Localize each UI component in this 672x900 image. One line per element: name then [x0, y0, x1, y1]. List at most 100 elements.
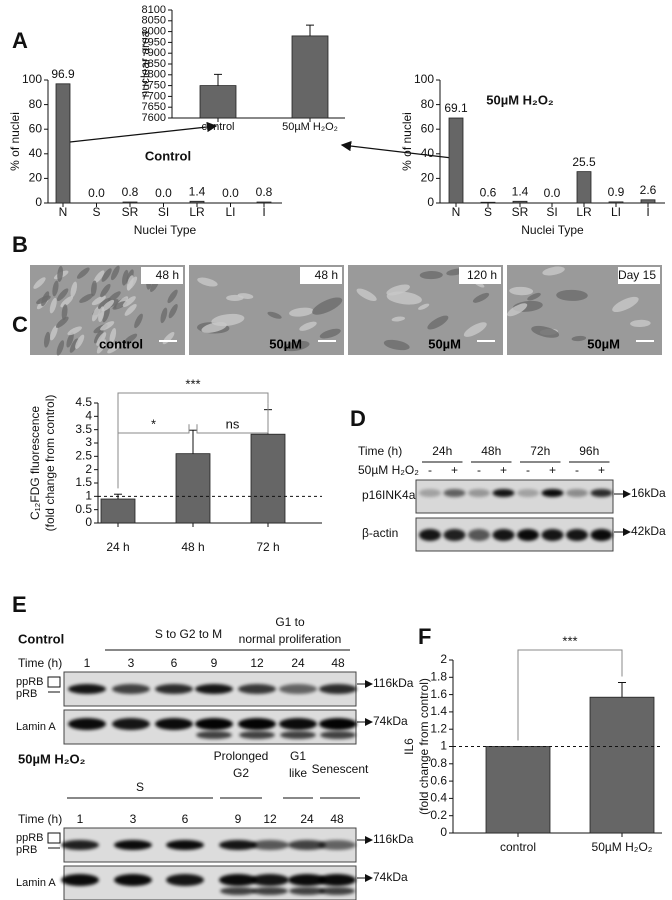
bar	[589, 696, 655, 834]
x-tick-label: SR	[122, 205, 139, 219]
cell	[36, 295, 51, 305]
chart-title: Control	[145, 148, 191, 163]
value-label: 0.6	[480, 185, 497, 199]
band	[238, 684, 276, 694]
band	[318, 874, 356, 886]
size-label: 116kDa	[373, 832, 414, 846]
time-label: Time (h)	[358, 444, 402, 458]
cell	[531, 325, 560, 338]
band	[68, 684, 106, 694]
cell	[472, 292, 490, 303]
bracket	[47, 676, 61, 693]
protein-label: Lamin A	[16, 877, 56, 889]
time-value: 24	[291, 656, 305, 670]
protein-label: ppRB	[16, 832, 44, 844]
band	[419, 529, 441, 541]
y-tick-label: 1.6	[430, 687, 447, 701]
cell	[100, 321, 115, 331]
arrow	[340, 140, 453, 159]
protein-label: ppRB	[16, 676, 44, 688]
bar	[122, 201, 138, 204]
value-label: 0.0	[88, 186, 105, 200]
y-tick-label: 2	[440, 652, 447, 666]
x-tick-label: SR	[512, 205, 529, 219]
band	[288, 840, 326, 850]
y-tick-label: 60	[29, 121, 43, 135]
x-tick-label: LR	[189, 205, 205, 219]
time-value: 24	[300, 812, 314, 826]
cell	[527, 292, 541, 301]
value-label: 2.6	[640, 183, 657, 197]
band	[61, 874, 99, 886]
cell	[91, 295, 106, 306]
bar	[175, 453, 211, 524]
cell	[134, 313, 143, 329]
x-tick-label: N	[452, 205, 461, 219]
x-tick-label: I	[646, 205, 649, 219]
bar	[199, 85, 237, 119]
band	[468, 489, 490, 497]
x-tick-label: N	[59, 205, 68, 219]
size-label: 74kDa	[373, 870, 408, 884]
sign: +	[598, 463, 605, 477]
band	[196, 731, 232, 739]
y-tick-label: 60	[421, 121, 435, 135]
y-axis-label: (fold change from control)	[43, 395, 57, 532]
y-tick-label: 80	[421, 97, 435, 111]
value-label: 1.4	[512, 184, 529, 198]
bar	[291, 35, 329, 119]
band	[251, 874, 289, 886]
band	[219, 840, 257, 850]
panel-letter: E	[12, 592, 27, 617]
cell	[427, 315, 449, 330]
time-value: 96h	[579, 444, 599, 458]
cell	[110, 265, 120, 281]
bar	[189, 200, 205, 204]
y-tick-label: 0	[440, 825, 447, 839]
panel-letter: F	[418, 624, 431, 649]
band	[279, 718, 317, 730]
band	[239, 731, 275, 739]
y-tick-label: 40	[29, 146, 43, 160]
cell	[463, 322, 487, 337]
cell	[50, 325, 58, 341]
time-box	[459, 267, 501, 284]
band	[590, 529, 613, 541]
cell	[79, 293, 94, 303]
cell	[49, 297, 57, 314]
micrograph: 120 h 50µM	[348, 265, 503, 355]
band	[541, 489, 564, 497]
micrograph-treatment: 50µM	[269, 336, 302, 351]
bracket	[47, 832, 61, 849]
size-label: 42kDa	[631, 524, 666, 538]
x-tick-label: control	[500, 840, 536, 854]
band	[319, 718, 357, 730]
cell	[56, 288, 69, 302]
band	[517, 489, 539, 497]
size-label: 116kDa	[373, 676, 414, 690]
y-tick-label: 100	[414, 72, 434, 86]
sign: +	[451, 463, 458, 477]
y-tick-label: 0.5	[75, 502, 92, 516]
micrograph-time: 120 h	[467, 268, 497, 282]
bar	[55, 83, 71, 204]
value-label: 1.4	[189, 184, 206, 198]
band	[492, 529, 515, 541]
cell	[612, 296, 639, 313]
significance-label: ***	[185, 376, 200, 391]
band	[289, 887, 325, 895]
y-tick-label: 8100	[142, 4, 166, 16]
cell	[107, 291, 121, 303]
group-label: S	[136, 780, 144, 794]
band	[566, 489, 588, 497]
cell	[101, 299, 115, 312]
band	[319, 887, 355, 895]
cell	[556, 289, 588, 301]
x-tick-label: 72 h	[256, 540, 279, 554]
micrograph-time: 48 h	[156, 268, 179, 282]
y-axis-label: C₁₂FDG fluorescence	[28, 406, 42, 520]
significance-bracket	[117, 424, 190, 489]
arrow	[69, 121, 218, 143]
y-tick-label: 0	[85, 515, 92, 529]
time-label: Time (h)	[18, 812, 62, 826]
